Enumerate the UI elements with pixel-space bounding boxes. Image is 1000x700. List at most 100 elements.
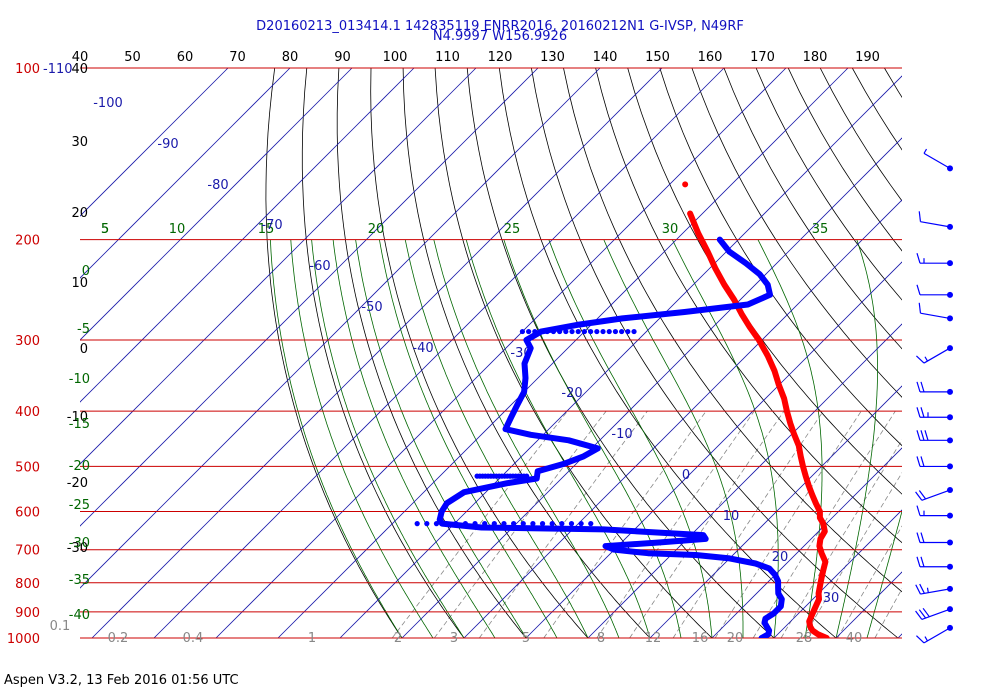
temperature-profile <box>687 210 830 638</box>
wind-barb <box>916 381 953 395</box>
dewpoint-dot <box>443 521 449 527</box>
wind-barb <box>916 430 953 444</box>
dry-adiabat-line <box>336 68 527 638</box>
mixing-ratio-line <box>596 410 755 638</box>
dewpoint-dot <box>544 328 550 335</box>
dry-adiabat-line <box>498 68 837 638</box>
dry-adiabat-line <box>851 68 902 151</box>
dewpoint-dot <box>511 521 517 527</box>
wind-barb-feather <box>916 284 921 295</box>
wind-barb <box>923 148 953 172</box>
wind-barb <box>916 624 953 644</box>
wind-barb-feather <box>916 355 925 364</box>
dewpoint-dot <box>550 328 557 335</box>
wind-barb-staff <box>921 608 951 620</box>
dewpoint-dot <box>581 328 588 335</box>
sounding-title-line2: N4.9997 W156.9926 <box>432 29 568 44</box>
wind-barb-staff <box>923 347 951 364</box>
dewpoint-dot <box>539 521 546 527</box>
dewpoint-dot <box>474 473 480 479</box>
isotherm-line <box>463 199 902 638</box>
isotherm-line <box>80 68 353 341</box>
dewpoint-dot <box>557 328 563 335</box>
isotherm-line <box>80 68 415 403</box>
dewpoint-dot <box>482 521 488 527</box>
wind-barb-feather <box>916 556 921 567</box>
mixing-ratio-label: 5 <box>522 631 530 646</box>
mixing-ratio-label: 28 <box>796 631 813 646</box>
dewpoint-dot <box>594 328 600 335</box>
isotherm-label: 20 <box>772 550 789 565</box>
dry-adiabat-line <box>659 68 902 447</box>
isotherm-line <box>80 68 539 527</box>
wind-barb-staff <box>920 588 951 595</box>
pressure-label: 900 <box>15 606 40 621</box>
dry-adiabat-line <box>531 68 899 638</box>
isotherm-line <box>277 68 849 638</box>
wind-barb <box>916 456 953 470</box>
wind-barb <box>918 211 953 230</box>
wind-barb-feather <box>918 490 927 500</box>
left-green-label: -40 <box>69 608 90 623</box>
dry-adiabat-line <box>265 68 403 638</box>
isotherm-line <box>835 571 902 638</box>
pressure-label: 400 <box>15 405 40 420</box>
isotherm-label: -40 <box>412 341 433 356</box>
dewpoint-dot <box>563 328 569 335</box>
dry-adiabat-line <box>595 68 902 544</box>
dewpoint-dot <box>491 521 497 527</box>
left-green-label: -25 <box>69 498 90 513</box>
mixing-ratio-line <box>714 410 862 638</box>
left-green-label: -15 <box>69 417 90 432</box>
temperature-point <box>682 181 689 188</box>
wind-barb-feather <box>915 610 923 620</box>
isotherm-line <box>153 68 725 638</box>
wind-barb-feather <box>915 491 923 501</box>
dewpoint-dot <box>575 328 581 335</box>
mixing-ratio-line <box>543 410 707 638</box>
wind-barb-feather <box>916 635 925 644</box>
isotherm-line <box>80 68 601 589</box>
dry-adiabat-line <box>917 68 1000 638</box>
isotherm-line <box>773 509 902 638</box>
mixing-ratio-label: 20 <box>727 631 744 646</box>
isotherm-line <box>339 75 902 638</box>
wind-barb-feather <box>919 583 925 594</box>
isotherm-label: -80 <box>207 178 228 193</box>
top-scale-label: 180 <box>803 50 828 65</box>
wind-barb-feather <box>920 556 925 567</box>
isotherm-line <box>960 68 1000 638</box>
pressure-label: 700 <box>15 544 40 559</box>
wind-barb <box>916 556 953 570</box>
mixing-ratio-label: 12 <box>645 631 662 646</box>
moist-adiabat-line <box>866 509 902 638</box>
wind-barb-staff <box>920 312 951 320</box>
dry-adiabat-line <box>301 68 465 638</box>
dry-adiabat-line <box>402 68 651 638</box>
moist-adiabat-line <box>757 239 823 638</box>
wind-barb-feather <box>920 381 925 393</box>
top-scale-label: 140 <box>593 50 618 65</box>
wind-barb-feather <box>916 505 921 516</box>
isotherm-line <box>80 68 477 465</box>
top-scale-label: 170 <box>750 50 775 65</box>
top-scale-label: 60 <box>177 50 194 65</box>
wind-barb-staff <box>921 489 951 501</box>
left-green-label: -10 <box>69 372 90 387</box>
wind-barb-feather <box>920 430 925 441</box>
wind-barb-feather <box>922 607 930 618</box>
left-black-label: 0 <box>80 342 88 357</box>
dewpoint-dot <box>559 521 565 527</box>
pressure-label: 300 <box>15 334 40 349</box>
dewpoint-dot <box>433 521 440 527</box>
dewpoint-dot <box>501 521 507 527</box>
isotherm-line <box>80 68 291 279</box>
left-black-label: -30 <box>67 541 88 556</box>
isotherm-label: 0 <box>682 468 690 483</box>
mixing-ratio-label: 0.4 <box>183 631 204 646</box>
dry-adiabat-line <box>563 68 902 593</box>
top-scale-label: 190 <box>855 50 880 65</box>
dewpoint-dot <box>519 328 526 335</box>
mixing-ratio-label: 0.1 <box>50 619 71 634</box>
wind-barb-staff <box>923 627 951 644</box>
